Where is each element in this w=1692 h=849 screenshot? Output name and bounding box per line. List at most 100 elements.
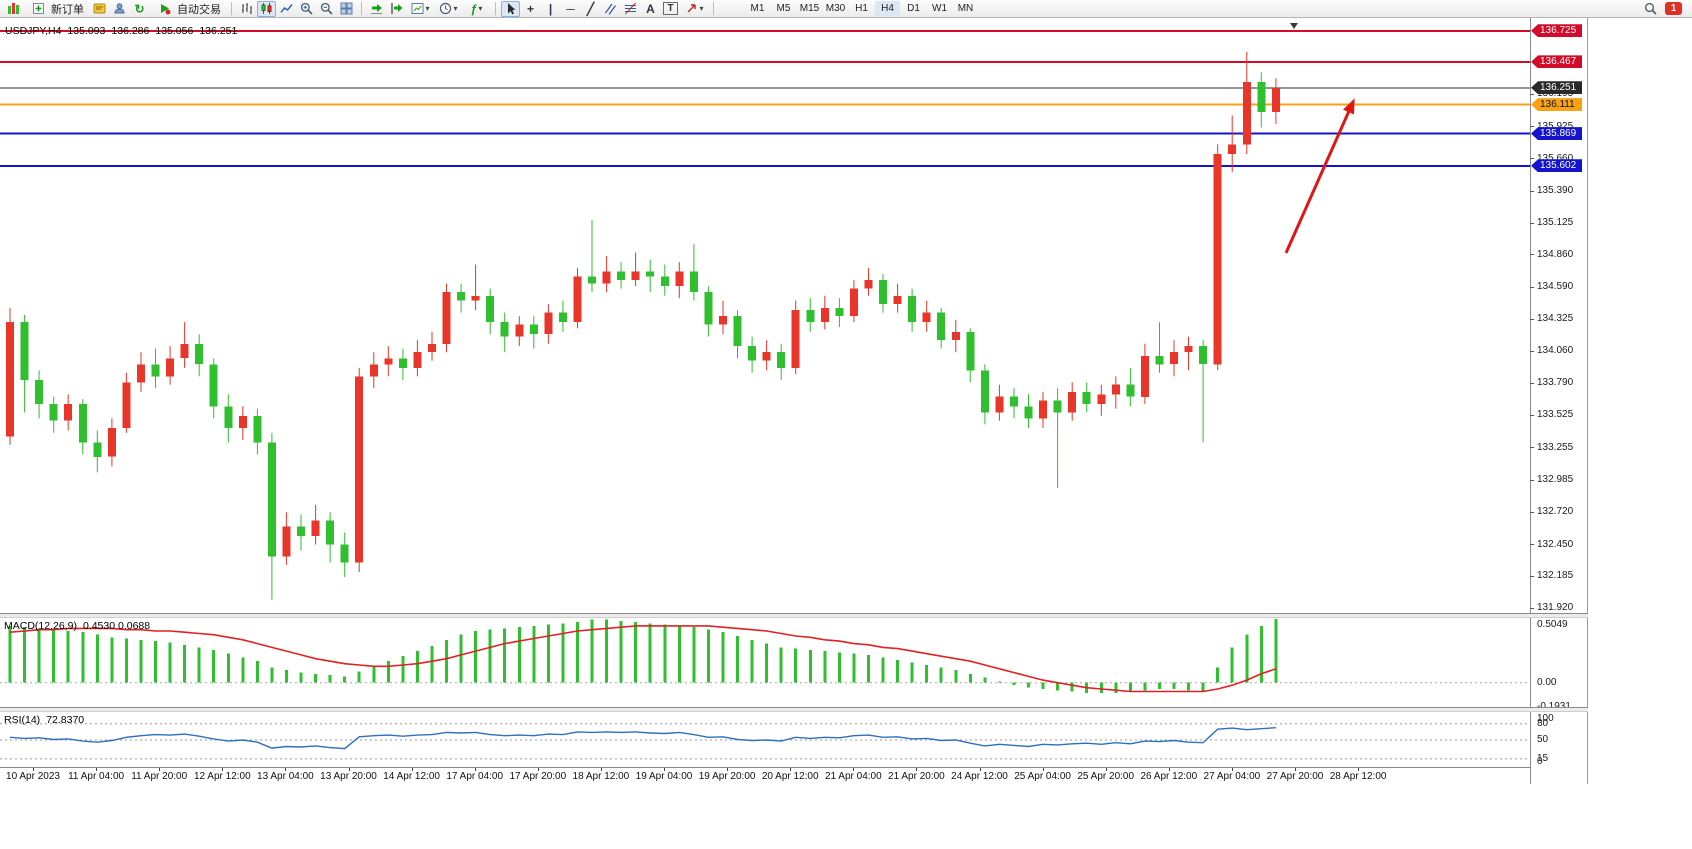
horizontal-line-icon[interactable]: ─ (566, 1, 575, 16)
timeframe-h4-button[interactable]: H4 (875, 1, 900, 16)
indicators-dropdown[interactable]: ƒ ▾ (463, 1, 490, 17)
bar-chart-icon[interactable] (237, 1, 256, 17)
function-icon: ƒ (470, 1, 478, 16)
rsi-axis-label: 0 (1537, 756, 1543, 767)
timeframe-toolbar: M1 M5 M15 M30 H1 H4 D1 W1 MN (745, 1, 978, 16)
panel-resize-divider[interactable] (0, 707, 1588, 712)
timeframe-h1-button[interactable]: H1 (855, 3, 868, 14)
periods-dropdown[interactable]: ▾ (435, 1, 462, 17)
time-tick (1168, 768, 1170, 771)
time-axis-label: 18 Apr 12:00 (572, 771, 630, 782)
price-axis[interactable]: 136.195135.925135.660135.390135.125134.8… (1530, 18, 1588, 784)
macd-label: MACD(12,26,9) 0.4530 0.0688 (4, 620, 156, 632)
zoom-out-icon[interactable] (317, 1, 336, 17)
time-tick (159, 768, 161, 771)
axis-tick (1530, 382, 1534, 384)
time-axis-label: 27 Apr 04:00 (1203, 771, 1261, 782)
zoom-in-icon[interactable] (297, 1, 316, 17)
timeframe-d1-button[interactable]: D1 (907, 3, 920, 14)
candlestick-chart-icon[interactable] (257, 0, 276, 17)
price-axis-label: 134.590 (1537, 281, 1574, 293)
time-axis-label: 13 Apr 20:00 (320, 771, 377, 782)
time-axis-label: 10 Apr 2023 (6, 771, 60, 782)
axis-tick (1530, 350, 1534, 352)
time-tick (790, 768, 792, 771)
macd-signal-line (9, 625, 1277, 693)
panel-resize-divider[interactable] (0, 613, 1588, 618)
chevron-down-icon: ▾ (478, 4, 483, 13)
ohlc-open: 135.093 (67, 25, 106, 37)
cursor-icon[interactable] (501, 0, 520, 17)
label-icon[interactable]: T (661, 1, 680, 17)
metaeditor-icon[interactable] (90, 1, 109, 17)
price-axis-label: 135.925 (1537, 120, 1574, 132)
time-axis-label: 11 Apr 04:00 (68, 771, 125, 782)
time-axis[interactable]: 10 Apr 2023 11 Apr 04:00 11 Apr 20:00 12 Ap… (0, 767, 1530, 784)
candles (6, 51, 1280, 600)
chevron-down-icon: ▾ (453, 4, 458, 13)
toolbar-separator (361, 2, 362, 15)
price-axis-label: 134.325 (1537, 313, 1574, 325)
chart-shift-marker[interactable] (1290, 23, 1298, 29)
timeframe-m15-button[interactable]: M15 (799, 3, 820, 14)
search-icon[interactable] (1641, 1, 1660, 17)
chevron-down-icon: ▾ (425, 4, 430, 13)
macd-axis-label: 0.5049 (1537, 619, 1568, 630)
macd-panel[interactable] (0, 619, 1530, 707)
price-axis-label: 132.185 (1537, 570, 1574, 582)
equidistant-channel-icon[interactable] (601, 1, 620, 17)
time-axis-label: 20 Apr 12:00 (761, 771, 819, 782)
symbol-title: USDJPY,H4 (5, 25, 62, 37)
timeframe-m5-button[interactable]: M5 (776, 3, 791, 14)
rsi-panel[interactable] (0, 713, 1530, 767)
axis-tick (1530, 479, 1534, 481)
price-axis-label: 135.125 (1537, 217, 1574, 229)
timeframe-w1-button[interactable]: W1 (932, 3, 947, 14)
time-axis-label: 14 Apr 12:00 (383, 771, 440, 782)
macd-name: MACD(12,26,9) (4, 620, 77, 632)
trendline-icon[interactable]: ╱ (586, 1, 595, 16)
time-tick (348, 768, 350, 771)
notification-badge[interactable]: 1 (1665, 2, 1682, 15)
rsi-axis-label: 80 (1537, 717, 1549, 729)
main-chart[interactable] (0, 23, 1530, 613)
chart-profile-icon[interactable] (110, 1, 129, 17)
autotrading-button[interactable]: 自动交易 (150, 1, 226, 17)
price-axis-label: 132.720 (1537, 506, 1574, 518)
new-order-label: 新订单 (51, 3, 84, 16)
time-tick (222, 768, 224, 771)
toolbar-separator (231, 2, 232, 15)
crosshair-icon[interactable]: + (526, 1, 534, 16)
time-tick (853, 768, 855, 771)
price-axis-label: 135.660 (1537, 152, 1574, 164)
autotrading-label: 自动交易 (177, 3, 221, 16)
chart-shift-icon[interactable] (387, 1, 406, 17)
refresh-icon[interactable]: ↻ (134, 1, 145, 16)
time-axis-label: 28 Apr 12:00 (1329, 771, 1387, 782)
price-axis-label: 132.450 (1537, 538, 1574, 550)
timeframe-m1-button[interactable]: M1 (750, 3, 765, 14)
vertical-line-icon[interactable]: | (548, 1, 553, 16)
time-axis-label: 24 Apr 12:00 (951, 771, 1008, 782)
rsi-value: 72.8370 (46, 714, 85, 726)
timeframe-mn-button[interactable]: MN (957, 3, 974, 14)
rsi-axis-label: 100 (1537, 713, 1554, 724)
price-axis-label: 132.985 (1537, 474, 1574, 486)
fibonacci-icon[interactable] (621, 1, 640, 17)
ohlc-high: 136.286 (111, 25, 150, 37)
new-chart-dropdown[interactable]: ▾ (407, 1, 434, 17)
new-order-button[interactable]: 新订单 (24, 1, 89, 17)
time-axis-label: 19 Apr 20:00 (698, 771, 756, 782)
arrows-dropdown[interactable]: ▾ (681, 1, 708, 17)
text-icon[interactable]: A (646, 1, 655, 16)
line-chart-icon[interactable] (277, 1, 296, 17)
timeframe-m30-button[interactable]: M30 (825, 3, 846, 14)
auto-scroll-icon[interactable] (367, 1, 386, 17)
axis-tick (1530, 126, 1534, 128)
rsi-line (9, 727, 1276, 750)
time-tick (916, 768, 918, 771)
trend-arrow-annotation[interactable] (1284, 101, 1355, 254)
time-axis-label: 17 Apr 20:00 (509, 771, 567, 782)
tile-windows-icon[interactable] (337, 1, 356, 17)
